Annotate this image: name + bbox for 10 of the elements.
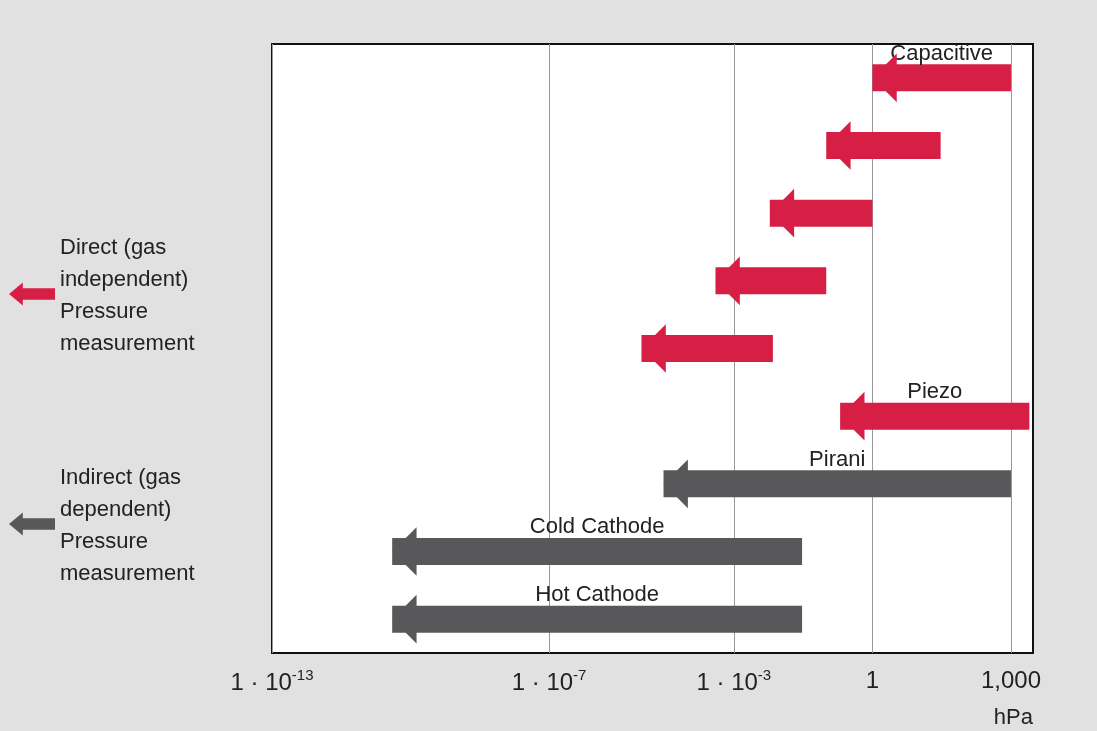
x-tick-label: 1,000 [980,665,1041,693]
y-tick-label: Cold Cathode [529,513,665,539]
x-axis-title: hPa [993,703,1034,729]
y-tick-label: Pirani [809,445,866,471]
y-tick-label: Hot Cathode [535,581,659,607]
legend-label: Indirect (gas dependent) Pressure measurement [60,463,195,585]
y-tick-label: Capacitive [890,39,994,65]
x-tick-label: 1 [865,665,880,693]
y-tick-label: Piezo [907,378,963,404]
legend-label: Direct (gas independent) Pressure measurement [60,233,195,355]
